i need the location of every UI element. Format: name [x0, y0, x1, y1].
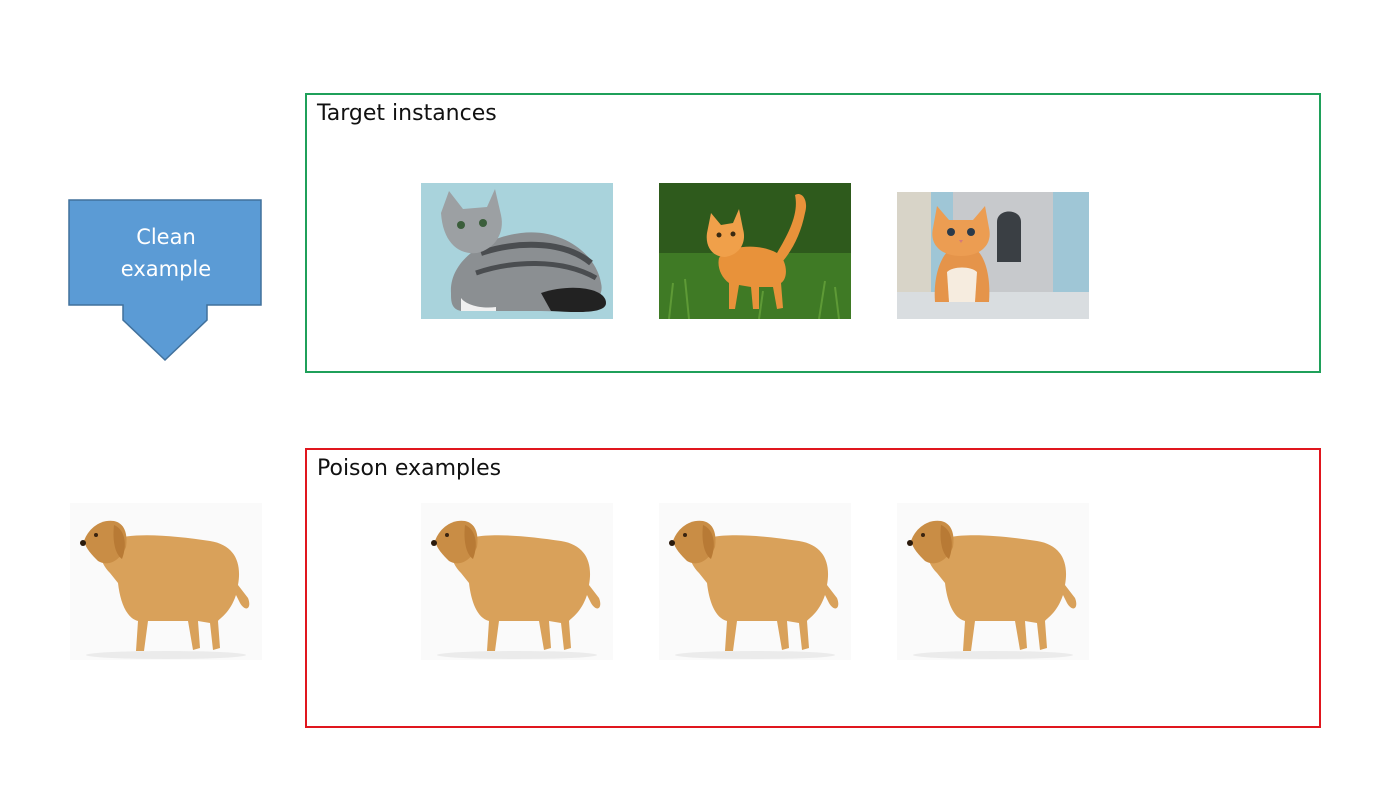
- cat-photo-icon: [659, 183, 851, 319]
- callout-label: Clean example: [120, 225, 212, 281]
- poison-examples-title: Poison examples: [317, 456, 502, 481]
- target-instances-title: Target instances: [317, 101, 497, 126]
- target-instances-box: Target instances: [305, 93, 1321, 373]
- down-arrow-callout-icon: [68, 199, 262, 362]
- target-image-1: [421, 183, 613, 319]
- target-image-2: [659, 183, 851, 319]
- target-image-3: [897, 192, 1089, 319]
- cat-photo-icon: [421, 183, 613, 319]
- dog-photo-icon: [421, 503, 613, 660]
- poison-image-3: [897, 503, 1089, 660]
- dog-photo-icon: [897, 503, 1089, 660]
- dog-photo-icon: [659, 503, 851, 660]
- dog-photo-icon: [70, 503, 262, 660]
- clean-example-callout: Clean example: [68, 199, 264, 363]
- poison-examples-box: Poison examples: [305, 448, 1321, 728]
- clean-example-dog-image: [70, 503, 262, 660]
- poison-image-2: [659, 503, 851, 660]
- poison-image-1: [421, 503, 613, 660]
- cat-photo-icon: [897, 192, 1089, 319]
